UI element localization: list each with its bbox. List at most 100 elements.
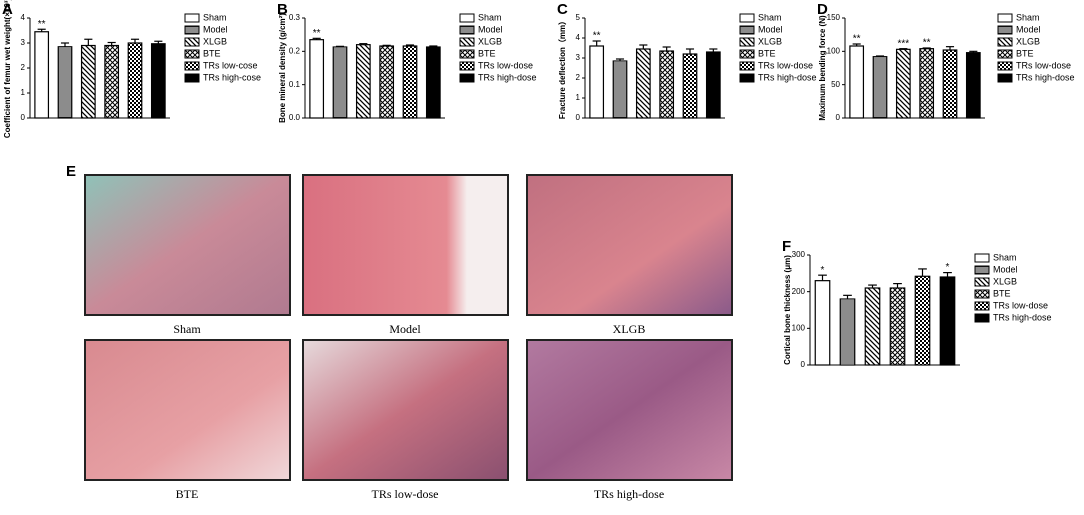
legend-swatch <box>459 61 475 71</box>
y-tick-label: 0.0 <box>289 113 301 122</box>
legend-label: BTE <box>993 288 1011 298</box>
bar <box>309 39 325 119</box>
bar <box>355 44 371 119</box>
y-tick-label: 50 <box>831 80 840 89</box>
y-tick-label: 0 <box>836 113 841 122</box>
legend-label: TRs low-dose <box>758 60 813 70</box>
bar <box>332 46 348 119</box>
bar <box>402 45 418 119</box>
bar <box>942 49 958 119</box>
legend-label: TRs high-dose <box>1016 72 1075 82</box>
y-tick-label: 0 <box>21 113 26 122</box>
legend-swatch <box>974 289 990 299</box>
bar <box>34 31 50 119</box>
y-axis-label: Bone mineral density (g/cm²) <box>278 13 287 123</box>
bar <box>705 51 721 119</box>
legend-label: TRs low-dose <box>993 300 1048 310</box>
significance: ** <box>853 34 861 45</box>
legend-label: Sham <box>478 12 502 22</box>
legend-swatch <box>184 25 200 35</box>
legend-label: XLGB <box>993 276 1017 286</box>
panel-label: F <box>782 238 791 255</box>
panel-label: E <box>66 163 76 180</box>
bar <box>814 280 831 366</box>
legend-swatch <box>739 37 755 47</box>
legend-label: TRs low-dose <box>478 60 533 70</box>
legend-swatch <box>459 25 475 35</box>
panel-label: C <box>557 1 568 18</box>
legend-swatch <box>184 13 200 23</box>
y-axis-label: Fracture deflection（mm） <box>557 17 567 119</box>
legend-swatch <box>459 37 475 47</box>
y-tick-label: 0.1 <box>289 80 301 89</box>
caption: BTE <box>176 487 199 501</box>
y-tick-label: 100 <box>792 323 806 332</box>
bar <box>919 48 935 119</box>
y-tick-label: 1 <box>21 88 26 97</box>
micrograph <box>84 339 291 481</box>
y-tick-label: 300 <box>792 250 806 259</box>
bar <box>635 48 651 119</box>
bar <box>150 43 166 119</box>
legend-swatch <box>974 277 990 287</box>
micrograph <box>302 174 509 316</box>
y-tick-label: 3 <box>21 38 26 47</box>
legend-label: XLGB <box>478 36 502 46</box>
legend-swatch <box>997 37 1013 47</box>
legend-label: Sham <box>758 12 782 22</box>
bar <box>895 48 911 119</box>
bar <box>965 52 981 119</box>
significance: ** <box>38 19 46 30</box>
legend-swatch <box>997 49 1013 59</box>
y-tick-label: 3 <box>576 53 581 62</box>
bar <box>839 298 856 366</box>
legend-label: Sham <box>203 12 227 22</box>
y-axis-label: Cortical bone thickness (μm) <box>783 255 792 365</box>
legend-label: Model <box>1016 24 1041 34</box>
micrograph <box>526 174 733 316</box>
y-tick-label: 150 <box>827 13 841 22</box>
legend-swatch <box>184 61 200 71</box>
bar <box>939 276 956 366</box>
legend-swatch <box>739 13 755 23</box>
legend-label: Model <box>478 24 503 34</box>
legend-swatch <box>974 253 990 263</box>
bar <box>914 275 931 366</box>
micrograph <box>526 339 733 481</box>
bar <box>872 56 888 119</box>
legend-label: XLGB <box>203 36 227 46</box>
legend-swatch <box>184 49 200 59</box>
bar <box>589 45 605 119</box>
y-axis-label: Maximum bending force (N) <box>818 15 827 121</box>
y-tick-label: 5 <box>576 13 581 22</box>
legend-label: Model <box>203 24 228 34</box>
legend-swatch <box>739 73 755 83</box>
legend-label: BTE <box>1016 48 1034 58</box>
bar <box>682 53 698 119</box>
legend-swatch <box>974 313 990 323</box>
legend-swatch <box>997 13 1013 23</box>
significance: ** <box>923 38 931 49</box>
y-tick-label: 1 <box>576 93 581 102</box>
legend-swatch <box>184 37 200 47</box>
y-tick-label: 0 <box>576 113 581 122</box>
micrograph <box>84 174 291 316</box>
micrograph <box>302 339 509 481</box>
legend-label: BTE <box>203 48 221 58</box>
bar <box>57 46 73 119</box>
bar <box>80 44 96 119</box>
legend-swatch <box>739 25 755 35</box>
legend-label: BTE <box>758 48 776 58</box>
legend-swatch <box>997 25 1013 35</box>
bar <box>889 287 906 366</box>
panel-label: B <box>277 1 288 18</box>
panel-label: D <box>817 1 828 18</box>
legend-label: TRs high-dose <box>993 312 1052 322</box>
bar <box>659 50 675 119</box>
significance: * <box>821 265 825 276</box>
y-tick-label: 4 <box>576 33 581 42</box>
y-tick-label: 200 <box>792 287 806 296</box>
y-tick-label: 4 <box>21 13 26 22</box>
caption: XLGB <box>613 322 646 336</box>
